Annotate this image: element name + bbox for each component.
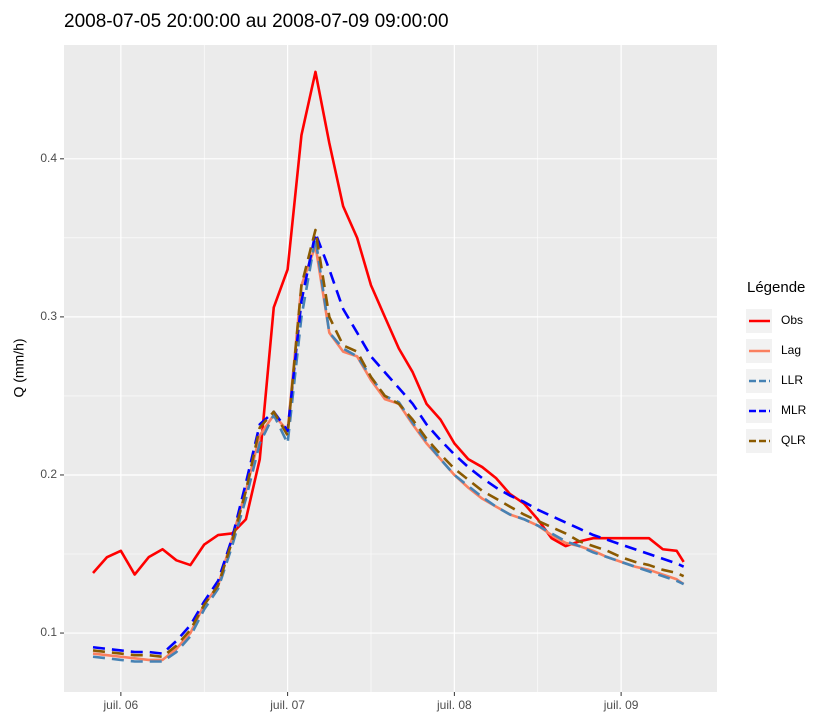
chart-title: 2008-07-05 20:00:00 au 2008-07-09 09:00:… <box>64 11 449 32</box>
x-tick-label: juil. 08 <box>436 698 472 712</box>
y-tick-label: 0.2 <box>40 467 57 481</box>
legend-title: Légende <box>747 279 805 296</box>
line-series <box>92 70 685 576</box>
legend-label: Lag <box>781 343 801 357</box>
line-series <box>92 231 685 655</box>
x-tick-label: juil. 09 <box>603 698 639 712</box>
legend-label: LLR <box>781 373 803 387</box>
y-tick-label: 0.3 <box>40 309 57 323</box>
line-series <box>92 228 685 659</box>
y-tick-label: 0.4 <box>40 151 57 165</box>
x-tick-label: juil. 06 <box>103 698 139 712</box>
legend-label: MLR <box>781 403 807 417</box>
line-series <box>92 236 685 663</box>
legend-label: Obs <box>781 313 803 327</box>
y-tick-label: 0.1 <box>40 625 57 639</box>
legend-label: QLR <box>781 433 806 447</box>
y-axis-title: Q (mm/h) <box>11 338 27 397</box>
plot-panel <box>64 45 717 692</box>
x-tick-label: juil. 07 <box>269 698 305 712</box>
